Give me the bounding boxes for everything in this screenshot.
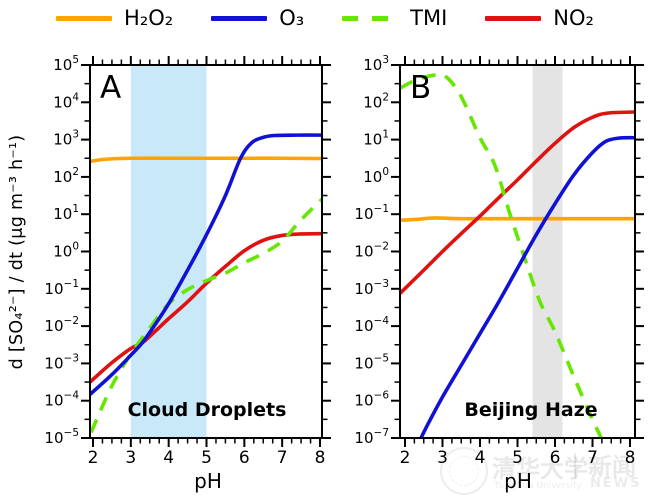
axis-ticks-B bbox=[391, 56, 644, 447]
x-tick-label: 5 bbox=[201, 448, 212, 468]
legend-item-no2: NO₂ bbox=[485, 6, 594, 30]
watermark-news: 新闻 bbox=[588, 453, 636, 481]
y-tick-label: 10−3 bbox=[44, 352, 79, 372]
y-tick-label: 103 bbox=[363, 54, 389, 74]
y-tick-label: 102 bbox=[53, 166, 79, 186]
watermark-news-en: NEWS bbox=[590, 476, 642, 491]
watermark-divider: | bbox=[571, 449, 580, 478]
x-tick-label: 5 bbox=[512, 448, 523, 468]
highlight-band-B bbox=[532, 65, 563, 438]
y-tick-label: 10−7 bbox=[354, 427, 389, 447]
y-tick-label: 101 bbox=[363, 129, 389, 149]
series-h2o2-curve-A bbox=[90, 156, 322, 164]
y-tick-label: 103 bbox=[53, 129, 79, 149]
x-tick-label: 4 bbox=[163, 448, 174, 468]
legend-item-h2o2: H₂O₂ bbox=[56, 6, 173, 30]
series-o3-curve-B bbox=[418, 135, 635, 438]
panel-a-letter: A bbox=[100, 70, 122, 106]
series-o3-curve-A bbox=[90, 133, 322, 397]
tick-labels-A: 2 3 4 5 6 7 8 105 104 103 102 101 100 10−1 10−2 10−3 10−… bbox=[44, 54, 325, 468]
panel-a-x-axis-label: pH bbox=[194, 469, 222, 493]
legend-label-o3: O₃ bbox=[279, 6, 305, 30]
y-tick-label: 100 bbox=[53, 241, 79, 261]
legend-label-no2: NO₂ bbox=[553, 6, 594, 30]
y-tick-label: 105 bbox=[53, 54, 79, 74]
panel-B: 2 3 4 5 6 7 810310210110010−110−210−310−410−51… bbox=[354, 54, 644, 468]
no2-line-swatch-icon bbox=[485, 15, 542, 21]
axis-frame-A bbox=[89, 64, 323, 439]
x-tick-label: 2 bbox=[400, 448, 411, 468]
watermark-org: 清华大学 bbox=[492, 455, 588, 483]
x-tick-label: 8 bbox=[315, 448, 326, 468]
legend: H₂O₂ O₃ TMI NO₂ bbox=[0, 6, 650, 30]
y-tick-label: 10−4 bbox=[354, 315, 389, 335]
panel-A: 2 3 4 5 6 7 8 105 104 103 102 101 100 10−1 10−2 10−3 10−… bbox=[44, 54, 331, 468]
y-tick-label: 102 bbox=[363, 91, 389, 111]
y-tick-label: 10−1 bbox=[354, 203, 389, 223]
series-tmi-curve-A bbox=[90, 196, 322, 434]
y-tick-label: 10−6 bbox=[354, 390, 389, 410]
h2o2-line-swatch-icon bbox=[56, 15, 113, 21]
panel-b-x-axis-label: pH bbox=[504, 469, 532, 493]
y-tick-label: 10−5 bbox=[354, 352, 389, 372]
x-tick-label: 7 bbox=[587, 448, 598, 468]
x-tick-label: 3 bbox=[125, 448, 136, 468]
axis-frame-B bbox=[399, 64, 636, 439]
tmi-dashed-swatch-icon bbox=[342, 15, 399, 21]
panel-b-caption: Beijing Haze bbox=[464, 399, 598, 421]
panel-b-letter: B bbox=[410, 70, 432, 106]
series-tmi-curve-B bbox=[400, 72, 604, 438]
x-tick-label: 7 bbox=[277, 448, 288, 468]
y-tick-label: 104 bbox=[53, 91, 79, 111]
tick-labels-B: 2 3 4 5 6 7 810310210110010−110−210−310−410−51… bbox=[354, 54, 635, 468]
y-tick-label: 10−4 bbox=[44, 390, 79, 410]
y-tick-label: 10−5 bbox=[44, 427, 79, 447]
y-tick-label: 10−3 bbox=[354, 278, 389, 298]
x-tick-label: 6 bbox=[239, 448, 250, 468]
y-tick-label: 10−2 bbox=[354, 241, 389, 261]
series-no2-curve-B bbox=[400, 110, 635, 295]
series-group-B bbox=[400, 72, 635, 438]
series-no2-curve-A bbox=[90, 231, 322, 385]
highlight-band-A bbox=[130, 65, 207, 438]
x-tick-label: 6 bbox=[550, 448, 561, 468]
y-tick-label: 10−2 bbox=[44, 315, 79, 335]
y-tick-label: 100 bbox=[363, 166, 389, 186]
series-group-A bbox=[90, 133, 322, 434]
o3-line-swatch-icon bbox=[211, 15, 268, 21]
legend-label-tmi: TMI bbox=[410, 6, 448, 30]
y-tick-label: 10−1 bbox=[44, 278, 79, 298]
x-tick-label: 2 bbox=[88, 448, 99, 468]
watermark-seal-icon bbox=[440, 447, 488, 495]
axis-ticks-A bbox=[81, 56, 331, 447]
legend-item-tmi: TMI bbox=[342, 6, 447, 30]
watermark-org-en: Tsinghua University bbox=[494, 481, 582, 491]
x-tick-label: 8 bbox=[625, 448, 636, 468]
y-tick-label: 101 bbox=[53, 203, 79, 223]
legend-item-o3: O₃ bbox=[211, 6, 304, 30]
legend-label-h2o2: H₂O₂ bbox=[124, 6, 174, 30]
panel-a-caption: Cloud Droplets bbox=[127, 399, 287, 421]
series-h2o2-curve-B bbox=[400, 216, 635, 222]
